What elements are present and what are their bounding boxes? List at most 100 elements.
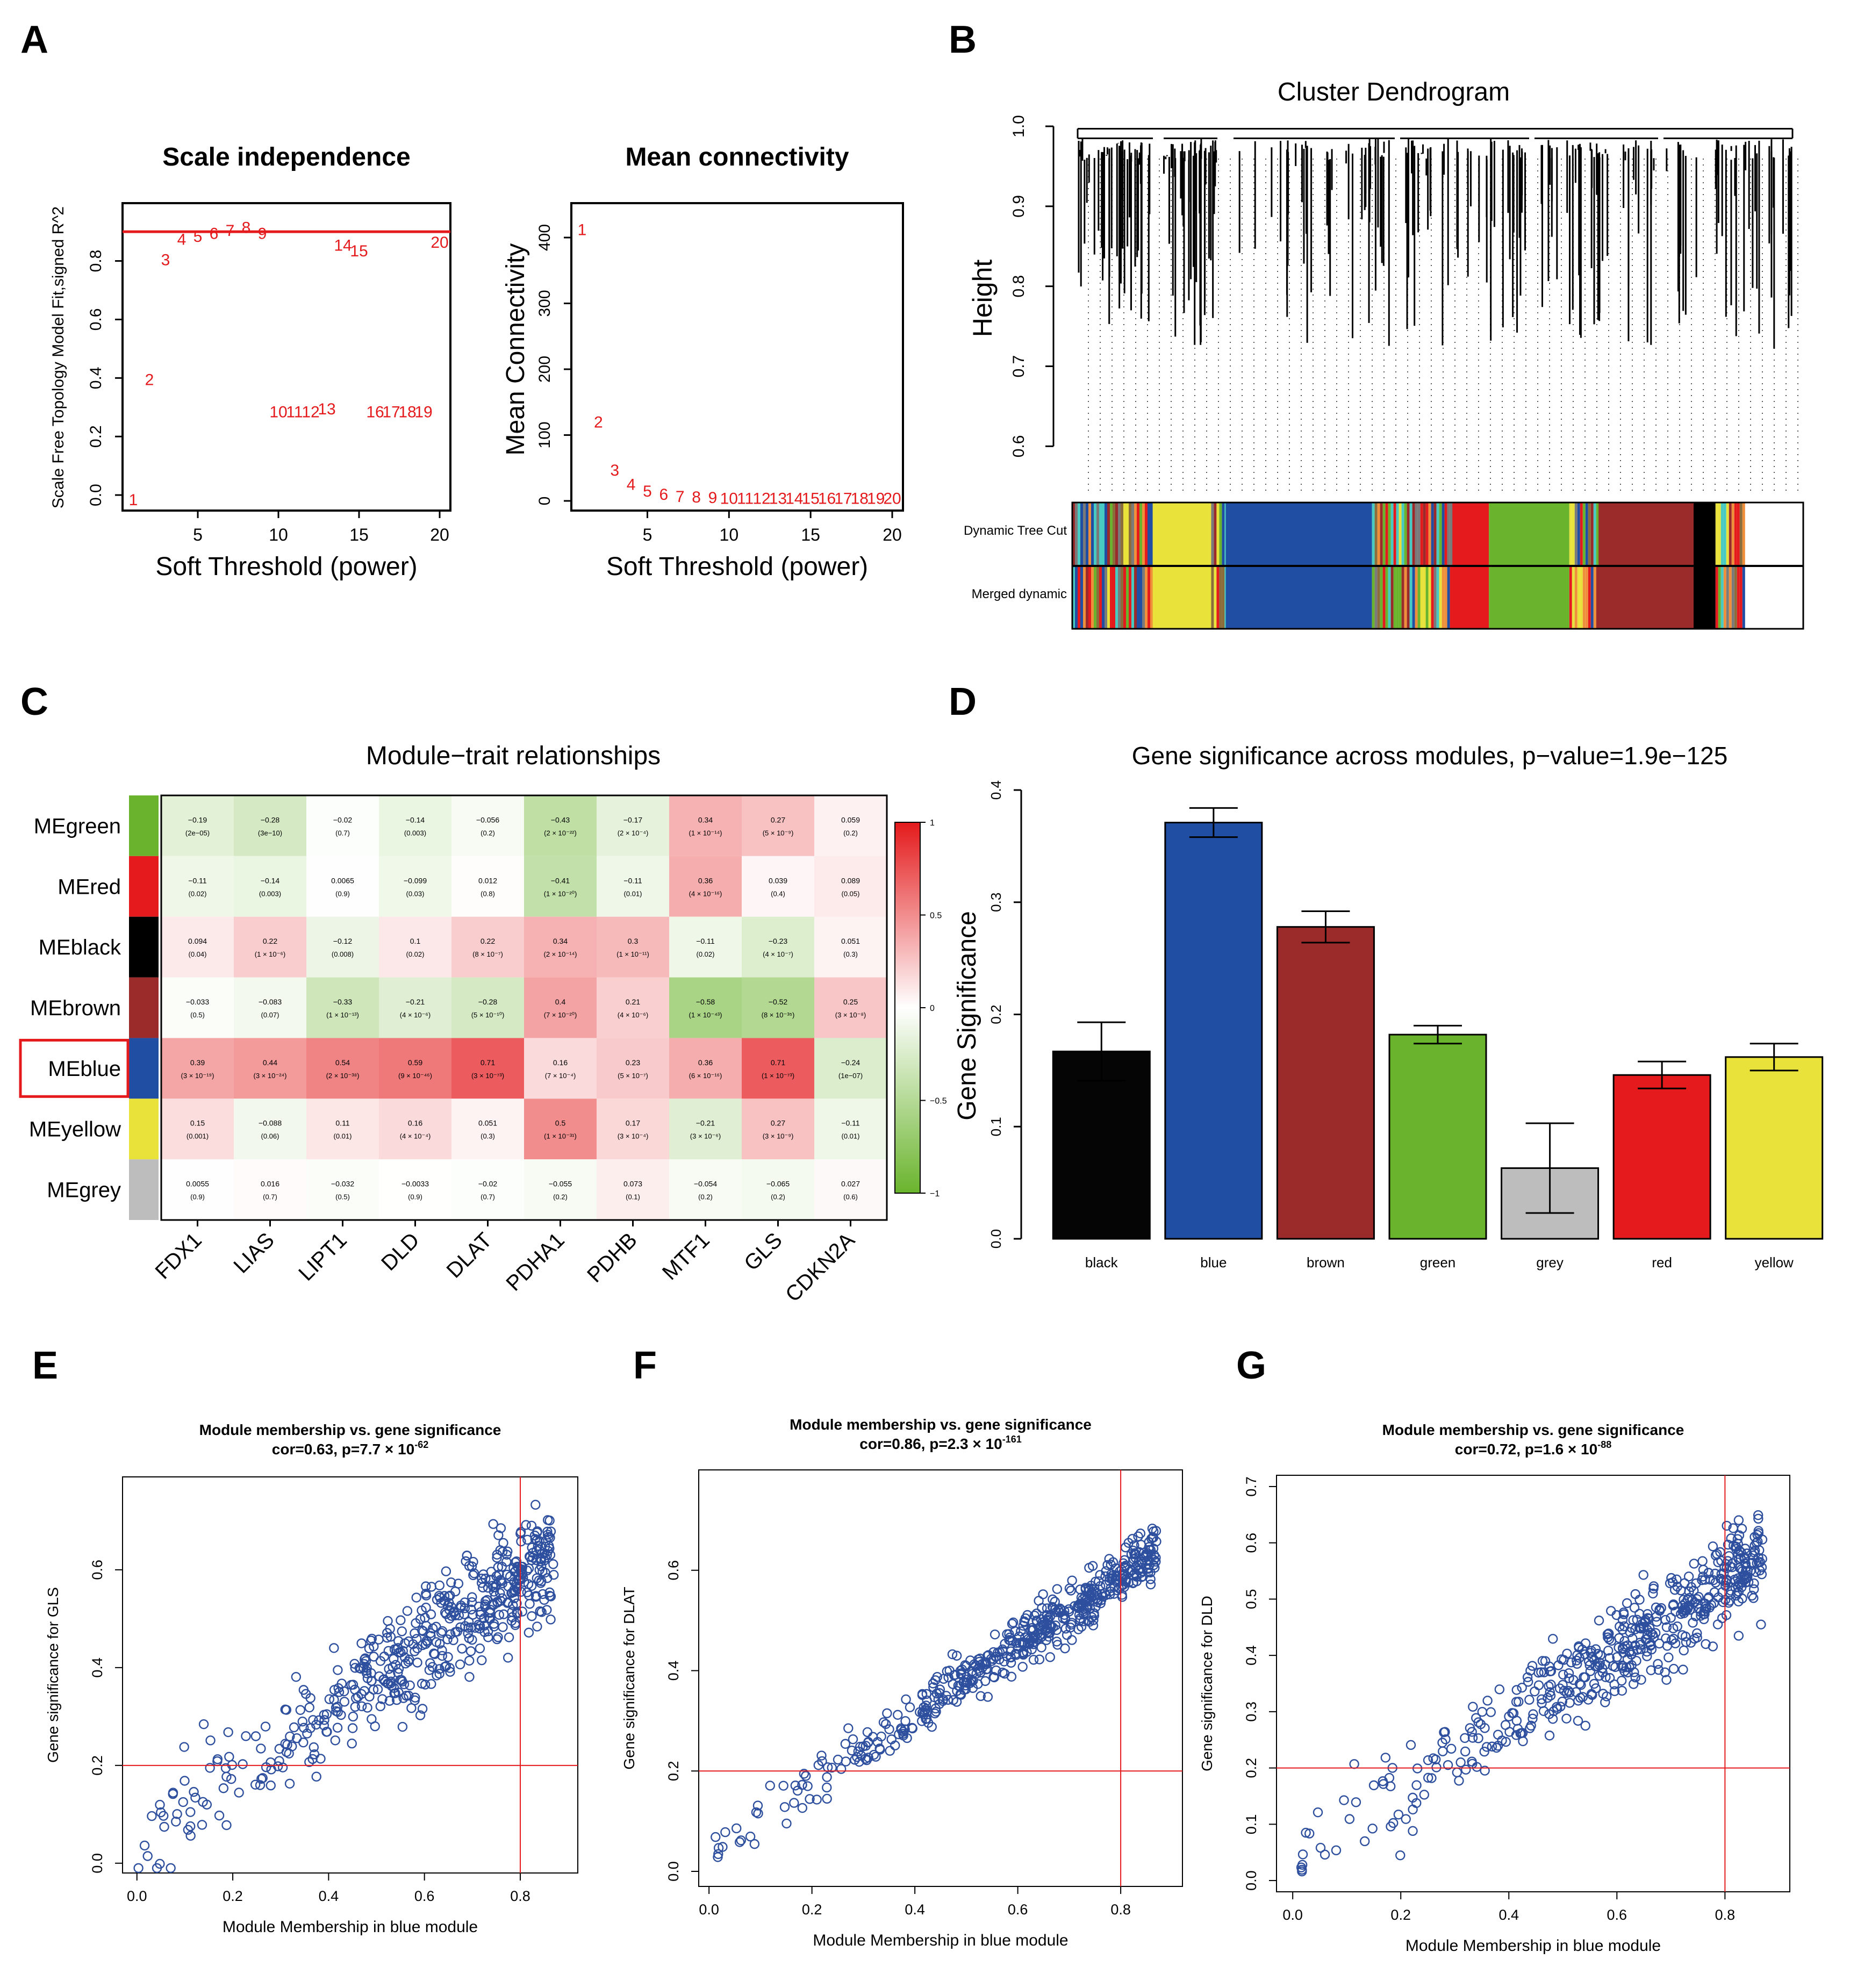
heatmap-cell-value: 0.039 — [769, 876, 787, 885]
scatter-point — [1626, 1660, 1637, 1670]
panel-label-c: C — [20, 680, 48, 723]
heatmap-cell-value: 0.36 — [698, 1058, 713, 1067]
scatter-point — [1614, 1642, 1624, 1653]
heatmap-cell — [742, 856, 814, 917]
heatmap-cell-value: 0.027 — [841, 1180, 860, 1188]
scatter-point — [1749, 1540, 1760, 1551]
scatter-point — [1753, 1513, 1763, 1524]
heatmap-cell-pvalue: (3 × 10⁻²⁴) — [254, 1072, 287, 1080]
scatter-point — [1518, 1736, 1528, 1747]
heatmap-cell — [379, 1038, 451, 1099]
color-stripe — [1420, 566, 1423, 629]
scatter-point — [347, 1738, 357, 1749]
scatter-point — [1757, 1534, 1768, 1545]
color-stripe — [1382, 566, 1386, 629]
power-point-label: 18 — [398, 404, 416, 421]
scatter-point — [333, 1683, 343, 1693]
color-stripe — [1444, 566, 1447, 629]
scatter-point — [1055, 1603, 1065, 1614]
heatmap-cell — [161, 795, 234, 856]
scatter-point — [434, 1591, 444, 1601]
heatmap-cell — [814, 795, 887, 856]
scatter-point — [1609, 1686, 1620, 1696]
scatter-point — [1359, 1836, 1370, 1847]
scatter-point — [468, 1610, 478, 1620]
scatter-point — [417, 1704, 428, 1714]
scatter-point — [1473, 1717, 1483, 1727]
heatmap-cell-pvalue: (3e−10) — [258, 829, 282, 837]
scatter-point — [1125, 1567, 1135, 1577]
heatmap-col-label: DLD — [377, 1228, 424, 1275]
scatter-point — [1067, 1635, 1077, 1645]
scatter-point — [521, 1520, 531, 1530]
scatter-point — [1736, 1553, 1746, 1563]
scatter-point — [1452, 1767, 1462, 1778]
scatter-point — [256, 1743, 266, 1754]
scatter-point — [878, 1717, 889, 1727]
scatter-point — [718, 1842, 728, 1852]
color-stripe — [1588, 503, 1591, 566]
color-stripe — [1731, 566, 1734, 629]
power-point-label: 13 — [769, 490, 787, 507]
heatmap-cell — [814, 1038, 887, 1099]
color-stripe — [1145, 566, 1148, 629]
heatmap-cell-pvalue: (0.3) — [481, 1132, 495, 1140]
scatter-point — [1135, 1528, 1146, 1539]
color-stripe — [1577, 503, 1580, 566]
heatmap-col-label: MTF1 — [658, 1228, 714, 1284]
scatter-point — [1525, 1666, 1536, 1676]
heatmap-cell-value: −0.11 — [841, 1119, 860, 1128]
scatter-point — [297, 1717, 308, 1727]
heatmap-cell — [597, 916, 669, 978]
power-point-label: 18 — [851, 490, 869, 507]
scale-tick-label: 1 — [930, 819, 935, 828]
scatter-point — [1638, 1623, 1649, 1633]
y-tick-label: 0.4 — [988, 780, 1004, 800]
color-stripe — [1113, 503, 1115, 566]
scatter-point — [884, 1724, 894, 1734]
color-stripe — [1590, 503, 1594, 566]
scatter-point — [427, 1662, 438, 1672]
heatmap-cell-value: 0.3 — [628, 937, 639, 945]
bar — [1388, 1034, 1487, 1240]
scatter-point — [778, 1781, 788, 1791]
scatter-point — [526, 1520, 537, 1531]
heatmap-cell-pvalue: (1 × 10⁻⁴³) — [689, 1011, 722, 1019]
scatter-point — [1013, 1643, 1023, 1654]
heatmap-cell-pvalue: (0.008) — [332, 950, 354, 958]
scatter-point — [1733, 1539, 1743, 1549]
scatter-point — [334, 1687, 345, 1697]
scatter-point — [284, 1778, 295, 1789]
scatter-point — [1339, 1795, 1349, 1805]
module-color-swatch — [129, 1159, 159, 1220]
scatter-point — [434, 1580, 444, 1591]
x-tick-label: 0.6 — [1008, 1901, 1028, 1918]
scatter-point — [1712, 1549, 1722, 1559]
scatter-point — [377, 1694, 388, 1704]
scatter-point — [1467, 1756, 1477, 1767]
scatter-point — [1632, 1645, 1643, 1655]
scatter-point — [185, 1821, 196, 1832]
scatter-point — [429, 1649, 440, 1659]
scatter-point — [1725, 1561, 1736, 1571]
power-point-label: 15 — [350, 242, 368, 260]
scatter-point — [720, 1827, 730, 1838]
scatter-point — [1480, 1765, 1490, 1776]
heatmap-cell-pvalue: (0.6) — [843, 1193, 858, 1201]
heatmap-cell-value: 0.11 — [335, 1119, 349, 1128]
heatmap-cell-pvalue: (0.07) — [261, 1011, 279, 1019]
scatter-point — [1632, 1614, 1642, 1625]
color-stripe — [1569, 566, 1572, 629]
scatter-point — [155, 1799, 165, 1810]
scatter-point — [1301, 1827, 1311, 1838]
scatter-point — [443, 1652, 453, 1662]
x-tick-label: 10 — [720, 525, 739, 544]
scatter-point — [250, 1731, 261, 1741]
panel-label-d: D — [949, 680, 977, 723]
panel-label-g: G — [1236, 1344, 1266, 1387]
scatter-point — [1603, 1628, 1614, 1639]
heatmap-cell — [814, 856, 887, 917]
scatter-point — [749, 1839, 760, 1849]
scatter-point — [1007, 1619, 1017, 1629]
